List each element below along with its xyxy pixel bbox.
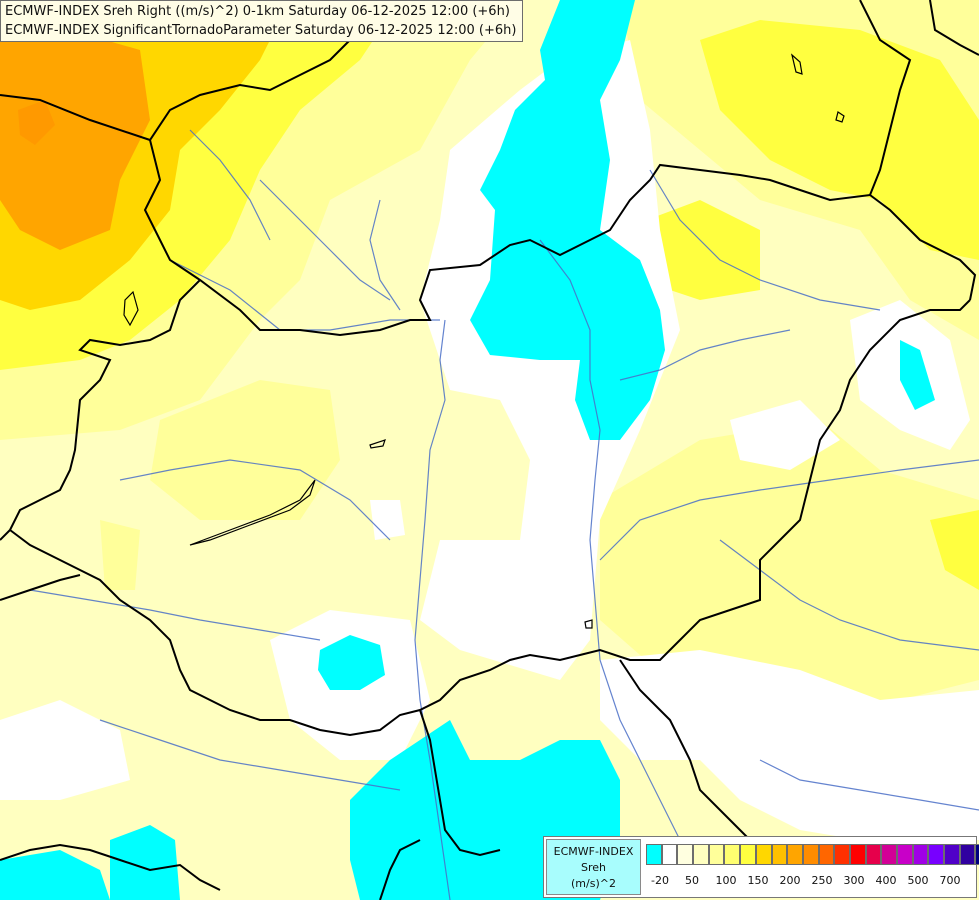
rivers bbox=[29, 129, 979, 900]
legend-swatch bbox=[802, 844, 819, 865]
legend-swatch bbox=[646, 844, 662, 865]
legend-label-box: ECMWF-INDEX Sreh (m/s)^2 bbox=[546, 839, 641, 895]
legend-swatch bbox=[881, 844, 897, 865]
legend-swatch bbox=[771, 844, 788, 865]
color-legend: ECMWF-INDEX Sreh (m/s)^2 -20 50 100 150 200 2… bbox=[543, 836, 979, 898]
legend-swatch bbox=[693, 844, 709, 865]
legend-swatch bbox=[677, 844, 694, 865]
legend-swatch bbox=[944, 844, 960, 865]
legend-swatch bbox=[755, 844, 772, 865]
legend-swatch bbox=[959, 844, 976, 865]
dark-orange-zone bbox=[18, 100, 55, 145]
legend-tick-label: 150 bbox=[747, 874, 769, 887]
lakes bbox=[123, 53, 845, 629]
map-header: ECMWF-INDEX Sreh Right ((m/s)^2) 0-1km S… bbox=[0, 0, 523, 42]
legend-swatch bbox=[928, 844, 945, 865]
legend-tick-label: 700 bbox=[939, 874, 961, 887]
legend-variable: Sreh bbox=[580, 861, 606, 874]
legend-tick-label: 50 bbox=[685, 874, 699, 887]
legend-swatch bbox=[661, 844, 678, 865]
legend-swatch bbox=[818, 844, 835, 865]
legend-unit: (m/s)^2 bbox=[571, 877, 616, 890]
legend-swatch bbox=[912, 844, 929, 865]
legend-swatch bbox=[708, 844, 725, 865]
legend-title: ECMWF-INDEX bbox=[553, 845, 634, 858]
legend-ticks: -20 50 100 150 200 250 300 400 500 700 bbox=[646, 874, 976, 890]
legend-swatch bbox=[975, 844, 979, 865]
legend-swatch bbox=[740, 844, 756, 865]
legend-tick-label: 400 bbox=[875, 874, 897, 887]
legend-swatch bbox=[849, 844, 866, 865]
legend-tick-label: 300 bbox=[843, 874, 865, 887]
legend-tick-label: 100 bbox=[715, 874, 737, 887]
legend-swatch bbox=[724, 844, 741, 865]
legend-tick-label: 250 bbox=[811, 874, 833, 887]
legend-swatch bbox=[865, 844, 882, 865]
legend-swatch bbox=[897, 844, 913, 865]
legend-swatch bbox=[834, 844, 850, 865]
header-line-1: ECMWF-INDEX Sreh Right ((m/s)^2) 0-1km S… bbox=[5, 4, 510, 19]
legend-swatches bbox=[646, 844, 979, 865]
legend-swatch bbox=[787, 844, 803, 865]
legend-tick-label: 500 bbox=[907, 874, 929, 887]
header-line-2: ECMWF-INDEX SignificantTornadoParameter … bbox=[5, 23, 517, 38]
orange-zones bbox=[0, 30, 150, 250]
legend-tick-label: 200 bbox=[779, 874, 801, 887]
legend-tick-label: -20 bbox=[651, 874, 669, 887]
